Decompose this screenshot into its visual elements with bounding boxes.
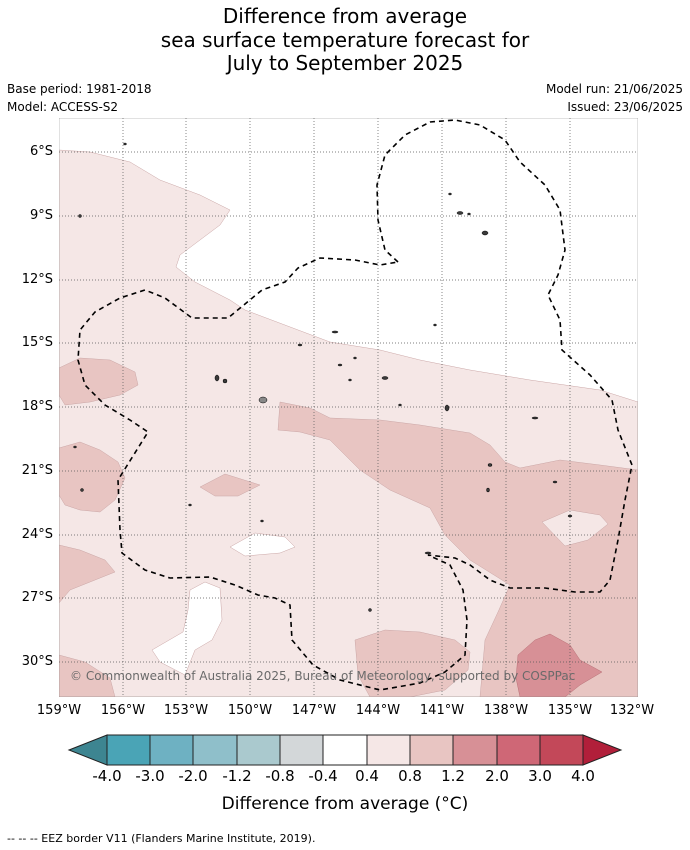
lat-label: 15°S	[21, 335, 53, 350]
issued-date: Issued: 23/06/2025	[567, 100, 683, 114]
colorbar-cell-2	[149, 734, 194, 766]
lat-label: 12°S	[21, 272, 53, 287]
anomaly-patch-west-3	[59, 544, 116, 604]
colorbar-tick: -2.0	[178, 767, 208, 785]
anomaly-patch-west-4	[59, 654, 116, 697]
colorbar-tick: 0.8	[398, 767, 422, 785]
anomaly-patch-west-1	[59, 357, 139, 406]
colorbar-cell-11	[539, 734, 584, 766]
lon-label: 150°W	[227, 703, 273, 718]
colorbar-cell-4	[236, 734, 281, 766]
colorbar-tick: 0.4	[355, 767, 379, 785]
colorbar-tick: -0.4	[308, 767, 338, 785]
base-period: Base period: 1981-2018	[7, 82, 152, 96]
colorbar-cell-1	[106, 734, 151, 766]
map-plot-area	[59, 118, 638, 697]
colorbar-tick: 2.0	[485, 767, 509, 785]
colorbar-tick: -3.0	[135, 767, 165, 785]
lon-label: 159°W	[36, 703, 82, 718]
colorbar-cell-8	[409, 734, 454, 766]
colorbar-tick: -4.0	[92, 767, 122, 785]
lat-label: 30°S	[21, 654, 53, 669]
colorbar-tick: 4.0	[571, 767, 595, 785]
eez-legend: -- -- -- EEZ border V11 (Flanders Marine…	[7, 832, 316, 845]
lon-label: 135°W	[547, 703, 593, 718]
lon-label: 153°W	[163, 703, 209, 718]
title-line-3: July to September 2025	[226, 51, 464, 75]
anomaly-hole-1	[229, 532, 296, 557]
lat-label: 18°S	[21, 399, 53, 414]
anomaly-hole-east	[541, 509, 609, 547]
model-run: Model run: 21/06/2025	[545, 82, 683, 96]
lon-label: 141°W	[419, 703, 465, 718]
title-line-1: Difference from average	[222, 4, 468, 28]
colorbar-tick: 1.2	[441, 767, 465, 785]
islands	[73, 142, 573, 612]
lon-label: 147°W	[291, 703, 337, 718]
lat-label: 24°S	[21, 527, 53, 542]
colorbar-cell-7	[366, 734, 411, 766]
lon-label: 156°W	[100, 703, 146, 718]
meta-right: Model run: 21/06/2025 Issued: 23/06/2025	[546, 80, 683, 116]
meta-left: Base period: 1981-2018 Model: ACCESS-S2	[7, 80, 152, 116]
lon-label: 144°W	[355, 703, 401, 718]
lon-label: 138°W	[483, 703, 529, 718]
colorbar-cell-5	[279, 734, 324, 766]
lat-label: 9°S	[29, 208, 53, 223]
colorbar-high-extend	[582, 734, 623, 766]
colorbar-low-extend	[67, 734, 108, 766]
lat-label: 27°S	[21, 590, 53, 605]
graticule	[59, 118, 638, 697]
colorbar	[67, 734, 623, 766]
eez-border	[77, 119, 633, 691]
title-line-2: sea surface temperature forecast for	[160, 28, 530, 52]
colorbar-title: Difference from average (°C)	[221, 794, 469, 814]
anomaly-region-medium-east	[277, 401, 638, 697]
colorbar-tick: -0.8	[265, 767, 295, 785]
colorbar-cell-10	[496, 734, 541, 766]
anomaly-patch-west-2	[59, 441, 126, 513]
colorbar-cell-6	[322, 734, 368, 766]
copyright-notice: © Commonwealth of Australia 2025, Bureau…	[70, 669, 576, 683]
lat-label: 6°S	[29, 144, 53, 159]
colorbar-tick: 3.0	[528, 767, 552, 785]
colorbar-cell-3	[192, 734, 238, 766]
anomaly-hole-2	[151, 581, 223, 676]
anomaly-patch-mid	[199, 473, 261, 497]
colorbar-tick: -1.2	[222, 767, 252, 785]
lat-label: 21°S	[21, 463, 53, 478]
lon-label: 132°W	[609, 703, 655, 718]
anomaly-patch-south	[354, 629, 471, 697]
anomaly-region-dark	[515, 633, 603, 697]
model-name: Model: ACCESS-S2	[7, 100, 119, 114]
colorbar-cell-9	[452, 734, 498, 766]
